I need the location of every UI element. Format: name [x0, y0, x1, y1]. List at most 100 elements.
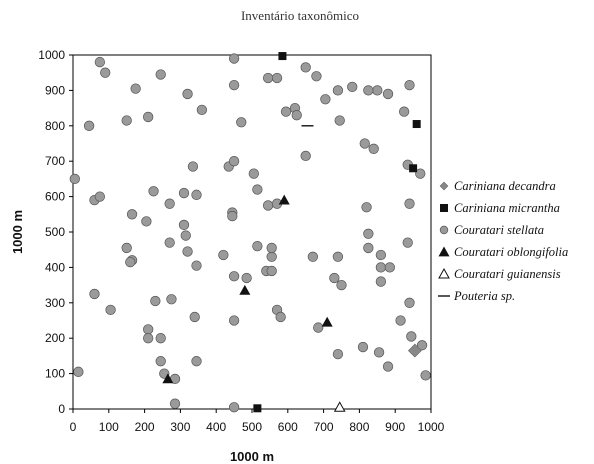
couratari-stellata-point: [336, 279, 347, 291]
couratari-stellata-point: [83, 120, 95, 131]
couratari-stellata-point: [125, 256, 136, 268]
couratari-stellata-point: [121, 242, 132, 254]
couratari-stellata-point: [252, 184, 263, 195]
legend-label-couratari-stellata: Couratari stellata: [454, 223, 544, 237]
legend-label-couratari-oblongifolia: Couratari oblongifolia: [454, 245, 568, 259]
couratari-stellata-point: [406, 331, 417, 342]
cariniana-micrantha-point: [253, 404, 262, 413]
couratari-stellata-point: [94, 56, 105, 68]
couratari-stellata-point: [359, 138, 370, 149]
couratari-stellata-point: [182, 88, 193, 100]
legend-marker-cariniana-micrantha: [440, 204, 448, 212]
x-tick-label: 0: [70, 420, 77, 434]
couratari-stellata-point: [300, 150, 311, 162]
couratari-stellata-point: [399, 106, 410, 117]
couratari-stellata-point: [130, 83, 141, 94]
cariniana-decandra-point: [407, 343, 422, 358]
couratari-stellata-point: [228, 156, 240, 167]
legend-label-couratari-guianensis: Couratari guianensis: [454, 267, 561, 281]
couratari-stellata-point: [148, 186, 159, 197]
couratari-stellata-point: [228, 315, 240, 326]
couratari-stellata-point: [150, 295, 161, 307]
y-axis-ticks: 0 100 200 300 400 500 600 700 800 900 1000: [38, 48, 73, 416]
x-tick-label: 400: [206, 420, 226, 434]
couratari-stellata-point: [100, 67, 111, 78]
couratari-stellata-point: [94, 191, 105, 202]
x-tick-label: 900: [385, 420, 405, 434]
couratari-stellata-point: [227, 210, 238, 222]
couratari-oblongifolia-point: [162, 373, 174, 384]
legend-marker-couratari-oblongifolia: [438, 246, 450, 257]
couratari-stellata-point: [189, 311, 200, 323]
couratari-stellata-point: [382, 88, 394, 100]
couratari-stellata-point: [300, 62, 311, 73]
x-axis-title: 1000 m: [230, 449, 274, 464]
couratari-stellata-point: [262, 72, 274, 84]
couratari-stellata-point: [155, 69, 166, 80]
couratari-stellata-point: [415, 168, 426, 179]
couratari-stellata-point: [375, 276, 387, 287]
couratari-stellata-point: [275, 311, 286, 323]
couratari-stellata-point: [121, 115, 132, 126]
couratari-stellata-point: [311, 71, 322, 82]
couratari-stellata-point: [89, 288, 100, 300]
couratari-stellata-point: [143, 324, 154, 335]
couratari-oblongifolia-point: [239, 284, 251, 295]
x-tick-label: 600: [278, 420, 298, 434]
couratari-stellata-point: [307, 251, 319, 262]
couratari-stellata-point: [329, 272, 340, 284]
chart-title: Inventário taxonômico: [241, 8, 359, 23]
couratari-stellata-point: [266, 251, 277, 262]
y-tick-label: 600: [45, 190, 65, 204]
couratari-stellata-point: [196, 104, 208, 116]
couratari-stellata-point: [420, 370, 431, 381]
couratari-stellata-point: [271, 72, 283, 84]
couratari-stellata-point: [143, 333, 154, 344]
couratari-stellata-point: [187, 161, 199, 172]
couratari-stellata-point: [241, 272, 252, 284]
legend-marker-cariniana-decandra: [439, 181, 449, 191]
cariniana-micrantha-point: [412, 120, 421, 129]
couratari-stellata-point: [332, 85, 344, 96]
cariniana-micrantha-point: [409, 164, 418, 173]
couratari-stellata-point: [182, 246, 193, 257]
couratari-stellata-point: [404, 297, 415, 308]
couratari-stellata-point: [191, 356, 202, 367]
y-tick-label: 900: [45, 83, 65, 97]
couratari-stellata-point: [164, 198, 175, 209]
couratari-stellata-point: [105, 304, 116, 316]
couratari-stellata-point: [228, 53, 240, 64]
legend-marker-couratari-stellata: [439, 225, 449, 235]
couratari-stellata-point: [191, 260, 202, 271]
couratari-stellata-point: [332, 251, 344, 262]
couratari-stellata-point: [266, 265, 277, 277]
couratari-stellata-point: [375, 262, 387, 273]
couratari-stellata-point: [228, 79, 240, 91]
couratari-stellata-point: [155, 333, 166, 344]
couratari-stellata-point: [291, 110, 302, 121]
couratari-stellata-point: [363, 85, 374, 96]
y-tick-label: 300: [45, 296, 65, 310]
couratari-stellata-point: [178, 219, 190, 231]
couratari-stellata-point: [280, 106, 292, 117]
couratari-oblongifolia-point: [321, 316, 333, 327]
x-tick-label: 300: [170, 420, 190, 434]
couratari-stellata-point: [169, 398, 181, 409]
couratari-stellata-point: [347, 81, 358, 93]
couratari-stellata-point: [166, 294, 177, 305]
x-tick-label: 200: [135, 420, 155, 434]
y-tick-label: 500: [45, 225, 65, 239]
couratari-stellata-point: [313, 322, 324, 333]
y-tick-label: 100: [45, 367, 65, 381]
x-tick-label: 100: [99, 420, 119, 434]
couratari-oblongifolia-point: [278, 194, 290, 205]
couratari-stellata-point: [416, 340, 428, 351]
y-tick-label: 400: [45, 260, 65, 274]
y-tick-label: 700: [45, 154, 65, 168]
couratari-stellata-point: [395, 315, 406, 326]
couratari-stellata-point: [126, 209, 138, 220]
couratari-stellata-point: [228, 402, 240, 413]
couratari-stellata-point: [375, 249, 387, 261]
cariniana-micrantha-point: [278, 52, 287, 61]
couratari-stellata-point: [262, 200, 274, 211]
